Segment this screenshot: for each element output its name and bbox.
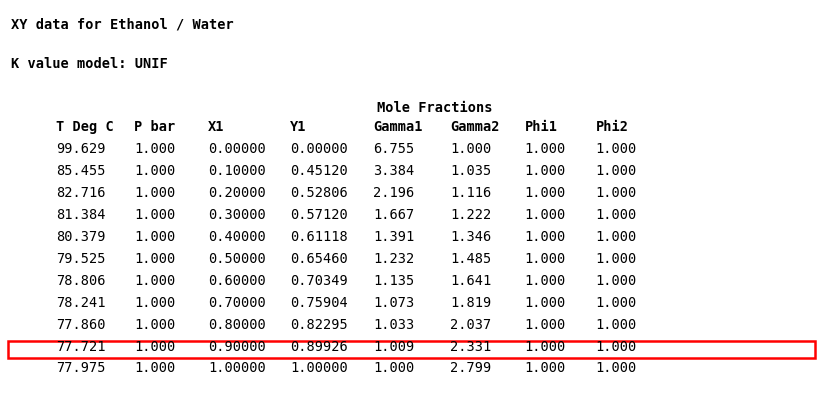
- Text: Gamma1: Gamma1: [373, 120, 422, 134]
- Text: 1.000: 1.000: [134, 339, 176, 354]
- Text: 0.70000: 0.70000: [208, 295, 266, 310]
- Text: 1.000: 1.000: [134, 208, 176, 222]
- Text: 0.60000: 0.60000: [208, 274, 266, 288]
- Text: K value model: UNIF: K value model: UNIF: [11, 57, 167, 71]
- Text: 0.61118: 0.61118: [290, 230, 348, 244]
- Text: 0.52806: 0.52806: [290, 186, 348, 200]
- Text: 1.116: 1.116: [450, 186, 492, 200]
- Text: 1.000: 1.000: [525, 230, 566, 244]
- Text: 77.975: 77.975: [56, 361, 106, 375]
- Text: 1.00000: 1.00000: [290, 361, 348, 375]
- Text: 1.641: 1.641: [450, 274, 492, 288]
- Text: 1.000: 1.000: [596, 361, 637, 375]
- Text: 1.033: 1.033: [373, 318, 414, 331]
- Text: 1.000: 1.000: [134, 186, 176, 200]
- Text: 0.70349: 0.70349: [290, 274, 348, 288]
- Text: 1.000: 1.000: [596, 274, 637, 288]
- Text: 3.384: 3.384: [373, 164, 414, 178]
- Text: 0.45120: 0.45120: [290, 164, 348, 178]
- Text: 1.000: 1.000: [596, 339, 637, 354]
- Text: 1.035: 1.035: [450, 164, 492, 178]
- Text: 99.629: 99.629: [56, 142, 106, 156]
- Text: 1.000: 1.000: [596, 230, 637, 244]
- Text: 1.000: 1.000: [134, 318, 176, 331]
- Text: 81.384: 81.384: [56, 208, 106, 222]
- Text: 1.000: 1.000: [134, 252, 176, 266]
- Text: 0.00000: 0.00000: [290, 142, 348, 156]
- Text: 78.241: 78.241: [56, 295, 106, 310]
- Text: 6.755: 6.755: [373, 142, 414, 156]
- Text: 0.80000: 0.80000: [208, 318, 266, 331]
- Text: 1.000: 1.000: [450, 142, 492, 156]
- Text: 1.000: 1.000: [134, 230, 176, 244]
- Text: 1.000: 1.000: [596, 164, 637, 178]
- Text: 1.000: 1.000: [596, 142, 637, 156]
- Text: 1.667: 1.667: [373, 208, 414, 222]
- Text: 2.196: 2.196: [373, 186, 414, 200]
- Text: 1.000: 1.000: [596, 295, 637, 310]
- Text: 1.000: 1.000: [525, 318, 566, 331]
- Text: 77.860: 77.860: [56, 318, 106, 331]
- Text: 1.000: 1.000: [525, 142, 566, 156]
- Text: 1.000: 1.000: [596, 318, 637, 331]
- Text: 0.20000: 0.20000: [208, 186, 266, 200]
- Text: 2.331: 2.331: [450, 339, 492, 354]
- Text: Mole Fractions: Mole Fractions: [377, 101, 493, 115]
- Text: 0.90000: 0.90000: [208, 339, 266, 354]
- Text: 1.222: 1.222: [450, 208, 492, 222]
- Text: 0.75904: 0.75904: [290, 295, 348, 310]
- Text: 0.40000: 0.40000: [208, 230, 266, 244]
- Text: 1.000: 1.000: [525, 361, 566, 375]
- Text: 85.455: 85.455: [56, 164, 106, 178]
- Text: 1.000: 1.000: [525, 339, 566, 354]
- Text: 79.525: 79.525: [56, 252, 106, 266]
- Text: 80.379: 80.379: [56, 230, 106, 244]
- Text: 1.000: 1.000: [525, 164, 566, 178]
- Text: 1.000: 1.000: [134, 164, 176, 178]
- Text: 2.037: 2.037: [450, 318, 492, 331]
- Text: 1.000: 1.000: [134, 361, 176, 375]
- Text: Phi1: Phi1: [525, 120, 558, 134]
- Text: 1.000: 1.000: [525, 208, 566, 222]
- Text: 77.721: 77.721: [56, 339, 106, 354]
- Text: 0.57120: 0.57120: [290, 208, 348, 222]
- Text: 1.000: 1.000: [134, 295, 176, 310]
- Text: 1.346: 1.346: [450, 230, 492, 244]
- Text: Phi2: Phi2: [596, 120, 629, 134]
- Text: 1.000: 1.000: [134, 274, 176, 288]
- Text: 1.000: 1.000: [596, 186, 637, 200]
- Text: 0.50000: 0.50000: [208, 252, 266, 266]
- Text: 1.000: 1.000: [525, 295, 566, 310]
- Text: 1.00000: 1.00000: [208, 361, 266, 375]
- Text: P bar: P bar: [134, 120, 176, 134]
- Text: 0.30000: 0.30000: [208, 208, 266, 222]
- Text: 1.000: 1.000: [525, 186, 566, 200]
- Text: 0.89926: 0.89926: [290, 339, 348, 354]
- Text: 2.799: 2.799: [450, 361, 492, 375]
- Text: 1.009: 1.009: [373, 339, 414, 354]
- Text: 0.00000: 0.00000: [208, 142, 266, 156]
- Text: X1: X1: [208, 120, 224, 134]
- Text: 82.716: 82.716: [56, 186, 106, 200]
- Text: 1.000: 1.000: [525, 274, 566, 288]
- Text: Y1: Y1: [290, 120, 307, 134]
- Text: 1.485: 1.485: [450, 252, 492, 266]
- Text: 1.819: 1.819: [450, 295, 492, 310]
- Text: 1.000: 1.000: [596, 208, 637, 222]
- Text: Gamma2: Gamma2: [450, 120, 500, 134]
- Text: 78.806: 78.806: [56, 274, 106, 288]
- Text: 0.82295: 0.82295: [290, 318, 348, 331]
- Text: 1.232: 1.232: [373, 252, 414, 266]
- Text: T Deg C: T Deg C: [56, 120, 114, 134]
- Text: XY data for Ethanol / Water: XY data for Ethanol / Water: [11, 18, 233, 32]
- Text: 1.000: 1.000: [373, 361, 414, 375]
- Text: 1.135: 1.135: [373, 274, 414, 288]
- Text: 1.000: 1.000: [596, 252, 637, 266]
- Text: 1.073: 1.073: [373, 295, 414, 310]
- Text: 1.391: 1.391: [373, 230, 414, 244]
- Text: 1.000: 1.000: [525, 252, 566, 266]
- Text: 0.10000: 0.10000: [208, 164, 266, 178]
- Text: 1.000: 1.000: [134, 142, 176, 156]
- Text: 0.65460: 0.65460: [290, 252, 348, 266]
